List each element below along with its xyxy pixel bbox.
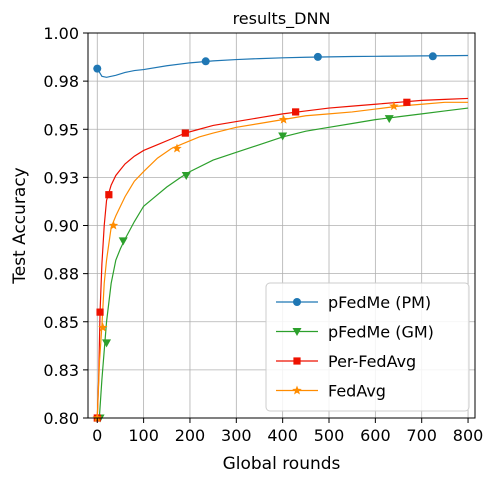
series-0-marker xyxy=(313,52,322,61)
legend-label: pFedMe (GM) xyxy=(328,323,434,342)
series-0-marker xyxy=(428,52,437,61)
x-tick-label: 0 xyxy=(92,426,102,445)
series-3-marker xyxy=(108,220,119,230)
series-0-marker xyxy=(93,64,102,73)
y-tick-label: 0.85 xyxy=(43,313,79,332)
series-2-marker xyxy=(105,191,113,199)
series-2-marker xyxy=(96,308,104,316)
legend-swatch-marker xyxy=(292,328,302,336)
ticks: 0 100 200 300 400 500 600 700 800 0.80 0.83 0.85 0.8… xyxy=(43,24,483,445)
series-line-2 xyxy=(96,97,469,419)
legend-box xyxy=(265,282,470,412)
series-1-marker xyxy=(181,171,191,180)
series-3-marker xyxy=(278,114,289,124)
series-1-marker xyxy=(278,132,288,141)
legend-label: Per-FedAvg xyxy=(328,352,416,371)
y-tick-label: 1.00 xyxy=(43,24,79,43)
series-2-marker xyxy=(292,108,300,116)
series-2-marker xyxy=(403,98,411,106)
series-3-marker xyxy=(172,143,182,153)
y-tick-label: 0.83 xyxy=(43,361,79,380)
y-axis-label: Test Accuracy xyxy=(10,167,30,285)
series-line-1 xyxy=(96,107,469,419)
legend: pFedMe (PM) pFedMe (GM) Per-FedAvg FedAvg xyxy=(265,282,470,412)
legend-label: FedAvg xyxy=(328,382,386,401)
x-tick-label: 200 xyxy=(175,426,206,445)
series-1-marker xyxy=(118,237,128,246)
y-tick-label: 0.95 xyxy=(43,120,79,139)
y-tick-label: 0.88 xyxy=(43,265,79,284)
chart-title: results_DNN xyxy=(233,9,331,29)
legend-swatch-marker xyxy=(293,298,301,306)
x-tick-label: 100 xyxy=(128,426,159,445)
series-1-marker xyxy=(102,339,112,348)
series-3-marker xyxy=(98,322,108,332)
series-0-marker xyxy=(201,57,210,66)
x-tick-label: 300 xyxy=(221,426,252,445)
legend-label: pFedMe (PM) xyxy=(328,293,431,312)
series-line-3 xyxy=(96,101,469,419)
series-lines xyxy=(96,54,469,419)
x-tick-label: 600 xyxy=(360,426,391,445)
x-tick-label: 400 xyxy=(267,426,298,445)
y-tick-label: 0.80 xyxy=(43,409,79,428)
series-1-marker xyxy=(384,115,394,124)
y-tick-label: 0.90 xyxy=(43,217,79,236)
y-tick-label: 0.98 xyxy=(43,72,79,91)
legend-swatch-marker xyxy=(293,357,301,365)
x-tick-label: 500 xyxy=(314,426,345,445)
series-line-0 xyxy=(96,54,469,78)
x-tick-label: 800 xyxy=(453,426,484,445)
x-axis-label: Global rounds xyxy=(223,454,341,474)
series-3-marker xyxy=(389,101,399,111)
series-2-marker xyxy=(181,129,189,137)
legend-swatch-marker xyxy=(292,385,302,395)
y-tick-label: 0.93 xyxy=(43,168,79,187)
x-tick-label: 700 xyxy=(406,426,437,445)
